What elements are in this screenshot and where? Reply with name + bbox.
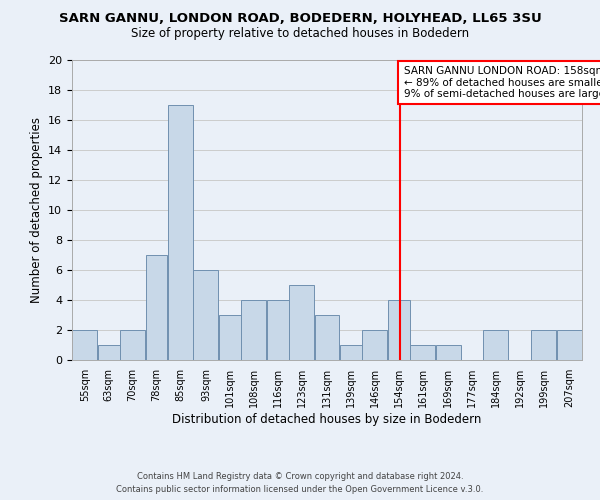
Bar <box>241 300 266 360</box>
Bar <box>168 105 193 360</box>
Bar <box>388 300 410 360</box>
Bar <box>340 345 362 360</box>
Bar <box>410 345 435 360</box>
Bar <box>120 330 145 360</box>
Bar <box>72 330 97 360</box>
Text: SARN GANNU LONDON ROAD: 158sqm
← 89% of detached houses are smaller (59)
9% of s: SARN GANNU LONDON ROAD: 158sqm ← 89% of … <box>404 66 600 99</box>
Bar <box>436 345 461 360</box>
Bar <box>193 270 218 360</box>
Bar <box>289 285 314 360</box>
Bar <box>219 315 241 360</box>
Text: SARN GANNU, LONDON ROAD, BODEDERN, HOLYHEAD, LL65 3SU: SARN GANNU, LONDON ROAD, BODEDERN, HOLYH… <box>59 12 541 26</box>
Y-axis label: Number of detached properties: Number of detached properties <box>29 117 43 303</box>
X-axis label: Distribution of detached houses by size in Bodedern: Distribution of detached houses by size … <box>172 412 482 426</box>
Bar <box>98 345 119 360</box>
Bar <box>557 330 582 360</box>
Bar <box>146 255 167 360</box>
Bar <box>362 330 388 360</box>
Bar <box>531 330 556 360</box>
Text: Contains HM Land Registry data © Crown copyright and database right 2024.
Contai: Contains HM Land Registry data © Crown c… <box>116 472 484 494</box>
Bar <box>266 300 289 360</box>
Bar <box>484 330 508 360</box>
Bar <box>314 315 340 360</box>
Text: Size of property relative to detached houses in Bodedern: Size of property relative to detached ho… <box>131 28 469 40</box>
